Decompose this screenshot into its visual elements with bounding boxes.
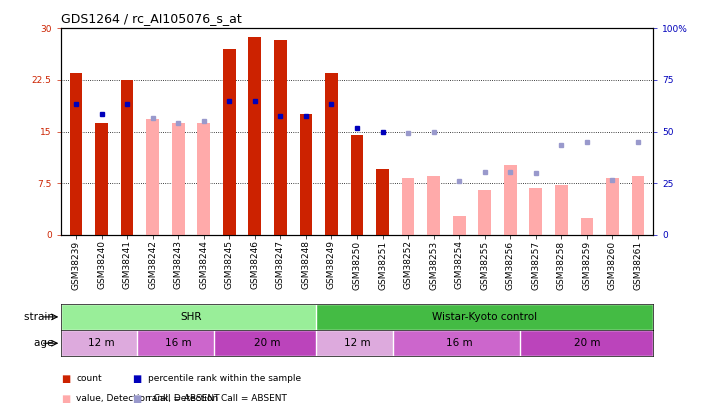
Bar [197,123,210,235]
Bar [316,330,398,356]
Bar [351,135,363,235]
Bar [248,36,261,235]
Text: Wistar-Kyoto control: Wistar-Kyoto control [432,312,537,322]
Bar [214,330,321,356]
Bar [274,40,287,235]
Bar [121,80,134,235]
Text: rank, Detection Call = ABSENT: rank, Detection Call = ABSENT [148,394,287,403]
Bar [172,124,185,235]
Text: GDS1264 / rc_AI105076_s_at: GDS1264 / rc_AI105076_s_at [61,12,241,25]
Bar [529,188,542,235]
Bar [137,330,219,356]
Bar [521,330,653,356]
Text: 12 m: 12 m [343,338,371,348]
Text: strain: strain [24,312,57,322]
Text: ■: ■ [132,374,141,384]
Bar [580,218,593,235]
Bar [453,215,466,235]
Text: 16 m: 16 m [446,338,473,348]
Bar [61,330,142,356]
Bar [504,165,517,235]
Text: SHR: SHR [180,312,202,322]
Bar [146,119,159,235]
Text: value, Detection Call = ABSENT: value, Detection Call = ABSENT [76,394,220,403]
Bar [606,179,619,235]
Text: age: age [34,338,57,348]
Text: ■: ■ [132,394,141,404]
Bar [402,178,414,235]
Bar [376,169,389,235]
Bar [478,190,491,235]
Text: count: count [76,374,102,383]
Text: ■: ■ [61,394,70,404]
Text: 20 m: 20 m [254,338,281,348]
Text: percentile rank within the sample: percentile rank within the sample [148,374,301,383]
Bar [325,73,338,235]
Bar [555,185,568,235]
Text: 12 m: 12 m [89,338,115,348]
Bar [70,73,82,235]
Text: 16 m: 16 m [165,338,191,348]
Bar [316,304,653,330]
Bar [393,330,526,356]
Bar [632,177,644,235]
Bar [427,177,440,235]
Bar [61,304,321,330]
Bar [95,124,108,235]
Text: 20 m: 20 m [573,338,600,348]
Text: ■: ■ [61,374,70,384]
Bar [223,49,236,235]
Bar [300,115,312,235]
